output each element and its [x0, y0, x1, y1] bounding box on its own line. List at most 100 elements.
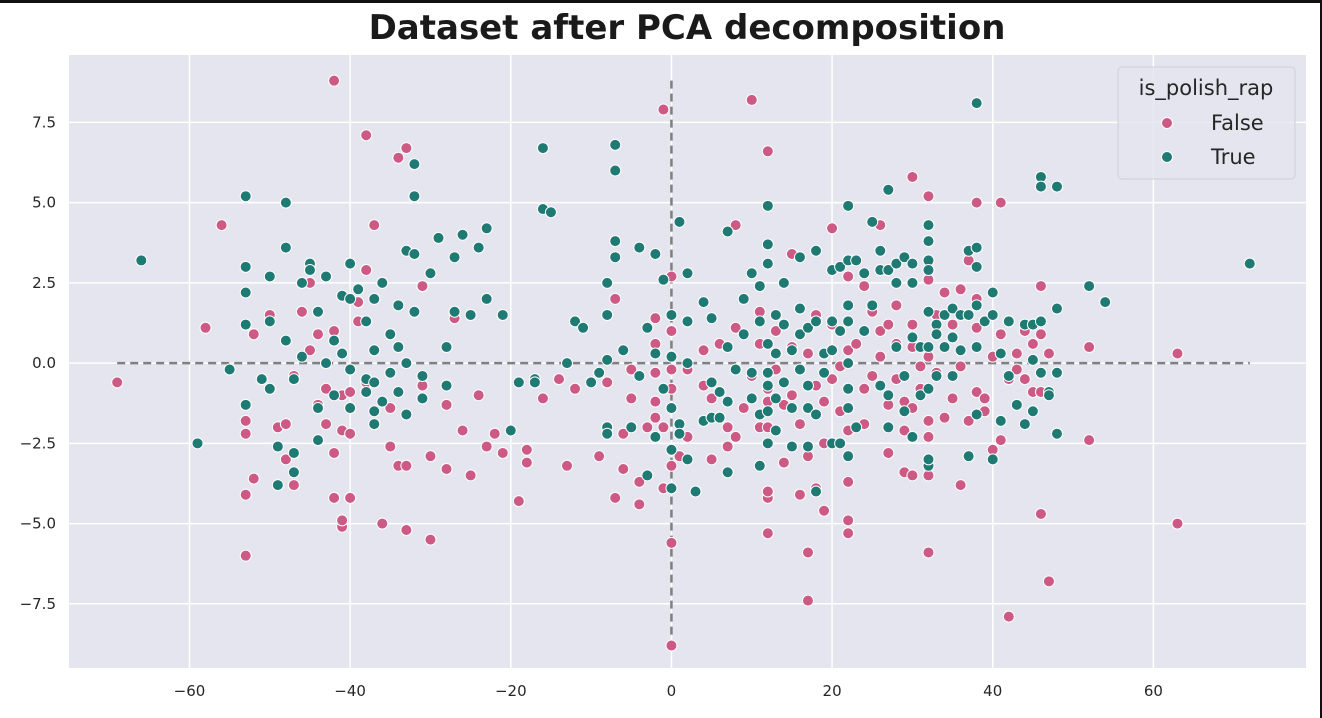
data-point [737, 402, 750, 415]
data-point [392, 299, 405, 312]
data-point [665, 459, 678, 472]
data-point [994, 414, 1007, 427]
data-point [858, 325, 871, 338]
data-point [1034, 315, 1047, 328]
data-point [344, 363, 357, 376]
x-tick-label: 60 [1144, 682, 1163, 700]
data-point [737, 328, 750, 341]
data-point [303, 344, 316, 357]
data-point [850, 254, 863, 267]
data-point [263, 382, 276, 395]
data-point [753, 315, 766, 328]
data-point [1010, 398, 1023, 411]
data-point [287, 479, 300, 492]
data-point [312, 402, 325, 415]
data-point [914, 360, 927, 373]
data-point [978, 392, 991, 405]
data-point [954, 283, 967, 296]
y-tick-label: −2.5 [20, 434, 56, 452]
data-point [818, 366, 831, 379]
data-point [287, 446, 300, 459]
data-point [239, 190, 252, 203]
data-point [649, 312, 662, 325]
legend: is_polish_rap False True [1117, 66, 1296, 180]
data-point [785, 402, 798, 415]
data-point [842, 402, 855, 415]
data-point [480, 292, 493, 305]
data-point [673, 215, 686, 228]
data-point [1042, 347, 1055, 360]
data-point [906, 170, 919, 183]
data-point [320, 270, 333, 283]
data-point [842, 382, 855, 395]
data-point [882, 318, 895, 331]
y-tick-label: 7.5 [32, 113, 56, 131]
data-point [793, 251, 806, 264]
data-point [962, 414, 975, 427]
data-point [376, 517, 389, 530]
data-point [1083, 280, 1096, 293]
data-point [480, 440, 493, 453]
data-point [793, 418, 806, 431]
data-point [978, 315, 991, 328]
data-point [609, 235, 622, 248]
data-point [633, 475, 646, 488]
data-point [842, 199, 855, 212]
data-point [721, 395, 734, 408]
data-point [874, 350, 887, 363]
data-point [239, 549, 252, 562]
data-point [223, 363, 236, 376]
data-point [601, 276, 614, 289]
data-point [761, 485, 774, 498]
data-point [769, 325, 782, 338]
data-point [858, 280, 871, 293]
data-point [287, 466, 300, 479]
data-point [842, 357, 855, 370]
data-point [1042, 575, 1055, 588]
data-point [890, 276, 903, 289]
data-point [761, 527, 774, 540]
data-point [625, 363, 638, 376]
tick-labels: −60 −40 −20 0 20 40 60 −7.5 −5.0 −2.5 0.0 2.5 5.0 7.5 [20, 113, 1163, 700]
data-point [328, 491, 341, 504]
data-point [898, 405, 911, 418]
data-point [617, 344, 630, 357]
legend-box [1117, 66, 1296, 180]
data-point [697, 296, 710, 309]
data-point [392, 341, 405, 354]
data-point [938, 341, 951, 354]
data-point [328, 389, 341, 402]
series-true [135, 97, 1256, 498]
data-point [552, 373, 565, 386]
data-point [1018, 418, 1031, 431]
data-point [199, 321, 212, 334]
data-point [312, 305, 325, 318]
data-point [609, 292, 622, 305]
data-point [625, 421, 638, 434]
data-point [858, 267, 871, 280]
data-point [665, 536, 678, 549]
data-point [777, 456, 790, 469]
data-point [512, 376, 525, 389]
data-point [641, 421, 654, 434]
data-point [544, 206, 557, 219]
data-point [769, 424, 782, 437]
data-point [368, 418, 381, 431]
data-point [488, 427, 501, 440]
data-point [649, 366, 662, 379]
data-point [368, 405, 381, 418]
data-point [279, 334, 292, 347]
data-point [360, 264, 373, 277]
data-point [850, 421, 863, 434]
data-point [312, 434, 325, 447]
data-point [930, 369, 943, 382]
data-point [970, 97, 983, 110]
data-point [801, 321, 814, 334]
data-point [561, 459, 574, 472]
data-point [842, 450, 855, 463]
data-point [320, 357, 333, 370]
x-tick-label: 0 [667, 682, 677, 700]
data-point [239, 286, 252, 299]
data-point [440, 379, 453, 392]
data-point [1171, 517, 1184, 530]
